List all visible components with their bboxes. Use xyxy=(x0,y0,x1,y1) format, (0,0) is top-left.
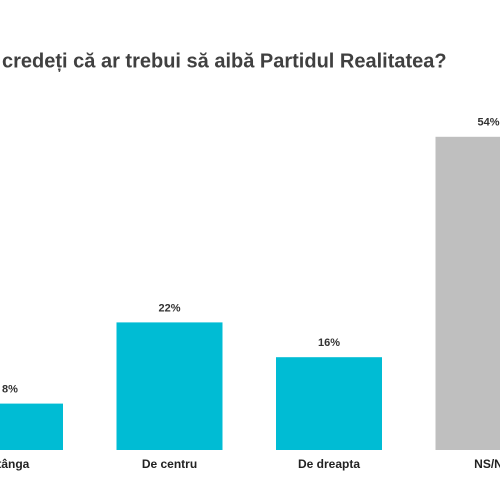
category-label: stânga xyxy=(0,457,30,471)
bar xyxy=(0,403,63,450)
category-label: De dreapta xyxy=(298,457,360,471)
value-label: 8% xyxy=(2,384,18,396)
category-label: De centru xyxy=(142,457,197,471)
bar xyxy=(116,322,223,450)
value-label: 54% xyxy=(477,117,499,129)
bar xyxy=(435,136,500,451)
chart-title: credeți că ar trebui să aibă Partidul Re… xyxy=(2,50,447,72)
category-label: NS/N xyxy=(474,457,500,471)
bar xyxy=(276,357,382,450)
value-label: 22% xyxy=(158,302,180,314)
value-label: 16% xyxy=(318,337,340,349)
